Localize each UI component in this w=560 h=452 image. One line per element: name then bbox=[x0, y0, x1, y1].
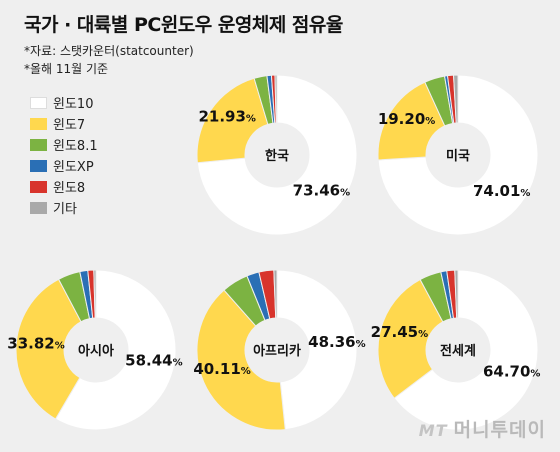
legend: 윈도10 윈도7 윈도8.1 윈도XP 윈도8 기타 bbox=[30, 92, 98, 218]
donut-slice bbox=[196, 289, 286, 431]
legend-label: 윈도7 bbox=[53, 118, 86, 133]
data-label: 40.11% bbox=[193, 360, 250, 378]
data-label: 33.82% bbox=[7, 335, 64, 353]
data-label-unit: % bbox=[340, 187, 350, 198]
donut-chart: 전세계 64.70% 27.45% bbox=[371, 269, 540, 431]
donut-slice bbox=[276, 269, 358, 431]
legend-label: 윈도8 bbox=[53, 181, 86, 196]
data-label: 74.01% bbox=[473, 182, 530, 200]
legend-item-win10: 윈도10 bbox=[30, 92, 98, 113]
data-label: 64.70% bbox=[483, 363, 540, 381]
legend-swatch bbox=[30, 117, 47, 130]
donut-chart: 아프리카 48.36% 40.11% bbox=[193, 269, 366, 431]
data-label: 73.46% bbox=[293, 181, 350, 199]
legend-swatch bbox=[30, 138, 47, 151]
donut-chart: 미국 74.01% 19.20% bbox=[377, 74, 539, 236]
donut-slice bbox=[15, 278, 82, 420]
donut-slice bbox=[54, 269, 177, 431]
legend-item-winxp: 윈도XP bbox=[30, 155, 98, 176]
donut-slice bbox=[274, 74, 278, 124]
donut-hole bbox=[427, 124, 489, 186]
legend-label: 윈도8.1 bbox=[53, 139, 98, 154]
data-label: 27.45% bbox=[371, 323, 428, 341]
donut-hole bbox=[427, 319, 489, 381]
donut-slice bbox=[393, 269, 539, 431]
legend-swatch bbox=[30, 159, 47, 172]
legend-item-win8: 윈도8 bbox=[30, 176, 98, 197]
data-label-unit: % bbox=[530, 369, 540, 380]
date-note: *올해 11월 기준 bbox=[24, 62, 109, 76]
page-title: 국가 · 대륙별 PC윈도우 운영체제 점유율 bbox=[24, 14, 343, 36]
source-note: *자료: 스탯카운터(statcounter) bbox=[24, 44, 194, 58]
data-label: 21.93% bbox=[198, 108, 255, 126]
donut-slice bbox=[454, 269, 459, 319]
donut-center-label: 미국 bbox=[446, 148, 470, 164]
data-label: 19.20% bbox=[378, 110, 435, 128]
donut-center-label: 한국 bbox=[265, 148, 289, 164]
data-label-unit: % bbox=[425, 116, 435, 127]
donut-chart: 한국 73.46% 21.93% bbox=[196, 74, 358, 236]
watermark-logo: MT bbox=[418, 421, 448, 440]
donut-center-label: 전세계 bbox=[440, 343, 476, 359]
data-label: 48.36% bbox=[308, 333, 365, 351]
data-label-unit: % bbox=[55, 341, 65, 352]
legend-label: 윈도XP bbox=[53, 160, 94, 175]
donut-slice bbox=[93, 269, 97, 319]
legend-label: 기타 bbox=[53, 202, 77, 217]
data-label-unit: % bbox=[173, 358, 183, 369]
donut-slice bbox=[453, 74, 459, 124]
data-label-unit: % bbox=[418, 329, 428, 340]
legend-item-other: 기타 bbox=[30, 197, 98, 218]
data-label-unit: % bbox=[246, 114, 256, 125]
legend-swatch bbox=[30, 201, 47, 214]
watermark: MT 머니투데이 bbox=[419, 415, 546, 442]
donut-slice bbox=[273, 269, 278, 319]
donut-slice bbox=[196, 74, 358, 236]
donut-hole bbox=[65, 319, 127, 381]
donut-hole bbox=[246, 319, 308, 381]
watermark-brand: 머니투데이 bbox=[453, 419, 546, 441]
donut-center-label: 아시아 bbox=[78, 343, 114, 359]
donut-slice bbox=[377, 74, 539, 236]
donut-slice bbox=[377, 278, 444, 399]
donut-slice bbox=[196, 77, 269, 164]
legend-swatch bbox=[30, 180, 47, 193]
donut-hole bbox=[246, 124, 308, 186]
legend-item-win7: 윈도7 bbox=[30, 113, 98, 134]
donut-center-label: 아프리카 bbox=[253, 343, 301, 359]
data-label-unit: % bbox=[520, 188, 530, 199]
legend-swatch bbox=[30, 96, 47, 109]
legend-label: 윈도10 bbox=[53, 97, 94, 112]
data-label: 58.44% bbox=[125, 352, 182, 370]
legend-item-win81: 윈도8.1 bbox=[30, 134, 98, 155]
data-label-unit: % bbox=[241, 366, 251, 377]
donut-chart: 아시아 58.44% 33.82% bbox=[7, 269, 183, 431]
data-label-unit: % bbox=[356, 339, 366, 350]
